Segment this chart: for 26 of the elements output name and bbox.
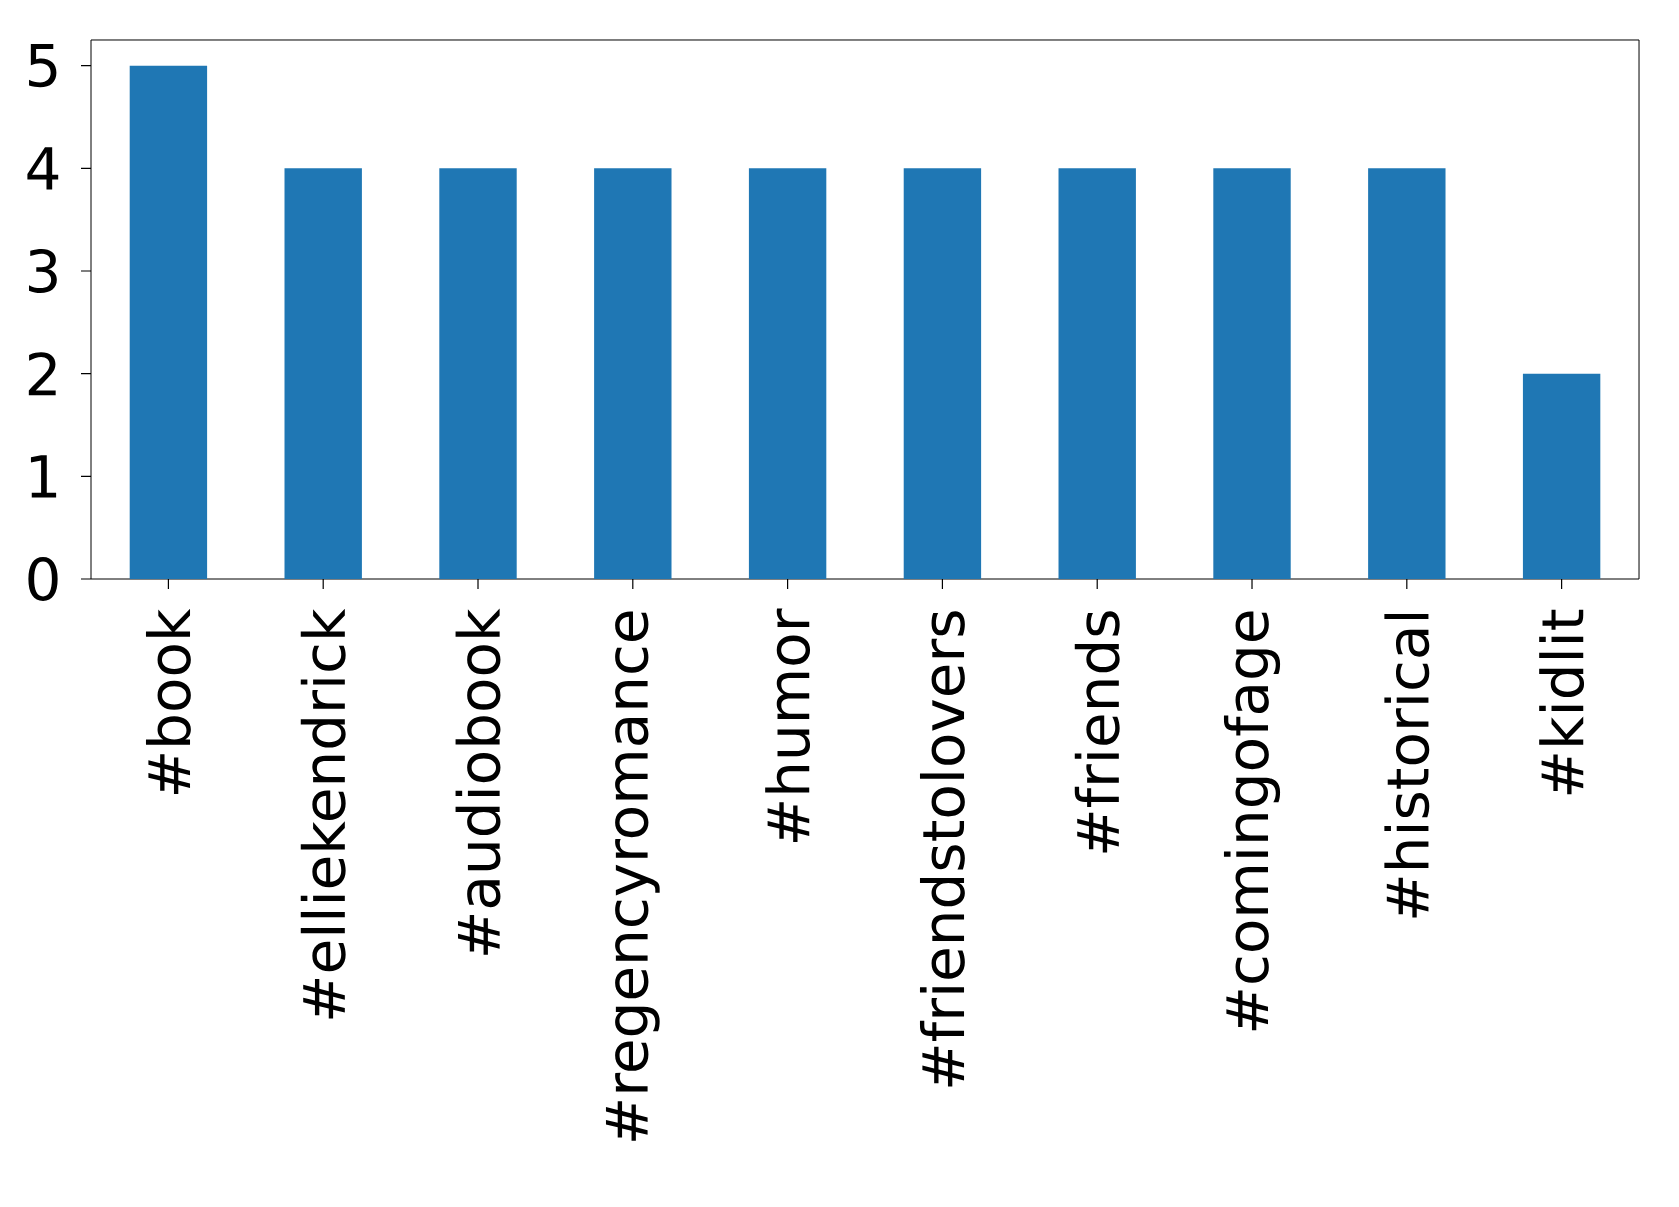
- y-tick-label: 0: [28, 557, 58, 601]
- bar: [284, 168, 362, 579]
- y-tick-label: 2: [28, 352, 56, 396]
- x-tick-label: #friendstolovers: [919, 611, 965, 1087]
- x-tick-label: #elliekendrick: [300, 608, 346, 1019]
- x-tick-label: #kidlit: [1539, 609, 1585, 795]
- bar: [594, 168, 672, 579]
- x-tick-label: #historical: [1384, 613, 1430, 918]
- x-tick-label: #regencyromance: [605, 611, 660, 1141]
- y-tick-label: 5: [29, 44, 57, 88]
- x-tick-label: #book: [145, 608, 191, 795]
- bar: [439, 168, 517, 579]
- x-tick-label: #comingofage: [1223, 611, 1281, 1031]
- bar: [903, 168, 982, 579]
- y-tick-label: 3: [28, 249, 57, 293]
- bar: [1368, 168, 1446, 579]
- bar: [129, 65, 208, 579]
- x-tick-label: #friends: [1074, 611, 1120, 853]
- y-tick-label: 4: [27, 147, 59, 190]
- bar: [1522, 373, 1601, 579]
- bar: [1213, 168, 1291, 579]
- x-tick-label: #audiobook: [455, 608, 501, 955]
- bar: [1058, 168, 1136, 579]
- bar: [748, 168, 827, 579]
- y-tick-label: 1: [30, 455, 57, 498]
- x-tick-label: #humor: [765, 608, 811, 843]
